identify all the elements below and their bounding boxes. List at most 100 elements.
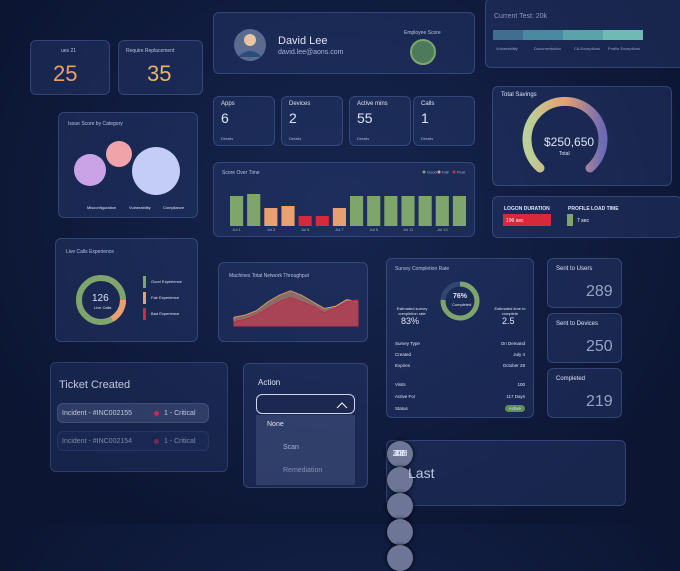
legend: Vulnerability: [129, 205, 151, 210]
label: Sent to Users: [556, 266, 593, 272]
value: 6: [221, 110, 229, 126]
sent-card: Sent to Users 289: [547, 258, 622, 308]
row-label: Expires: [395, 363, 411, 368]
card: Ticket Created Incident - #INC002155 1 -…: [50, 362, 228, 472]
row-label: Active For: [395, 394, 416, 399]
legend: Vulnerability: [496, 46, 518, 51]
label: Calls: [421, 101, 435, 107]
range-button[interactable]: 1Y: [387, 449, 413, 571]
legend: CA Exceptions: [574, 46, 601, 51]
option[interactable]: Remediation: [283, 467, 323, 474]
title: Survey Completion Rate: [395, 266, 450, 272]
link[interactable]: Details: [289, 136, 302, 141]
label: Total: [559, 151, 570, 157]
option[interactable]: None: [267, 421, 284, 428]
title: Action: [258, 378, 281, 387]
option[interactable]: Scan: [283, 444, 299, 451]
stat-card: Active mins 55 Details: [349, 96, 411, 146]
card: Live Calls Experience 126 Live Calls Goo…: [55, 238, 198, 342]
severity: 1 - Critical: [164, 438, 196, 445]
link[interactable]: Details: [357, 136, 370, 141]
label: Live Calls: [94, 305, 112, 310]
row-label: Created: [395, 352, 412, 357]
chevron: [336, 402, 348, 409]
row-value: October 29: [502, 363, 525, 368]
profile-card: David Lee david.lee@aons.com Employee Sc…: [213, 12, 475, 74]
sent-card: Sent to Devices 250: [547, 313, 622, 363]
range-button[interactable]: 4H: [387, 441, 413, 467]
title: Issue Score by Category: [68, 121, 123, 127]
legend: Bad Experience: [151, 311, 180, 316]
label: ues 21: [61, 48, 77, 54]
row-value: 100: [517, 382, 525, 387]
label: Employee Score: [404, 30, 441, 36]
label: Require Replacement: [126, 48, 175, 54]
link[interactable]: Details: [221, 136, 234, 141]
card: Last 4H 24H 7D 30D 1Y: [386, 440, 626, 571]
value: 35: [147, 61, 172, 86]
title: Total Savings: [501, 92, 537, 98]
value: 1: [421, 110, 429, 126]
ticket-row[interactable]: Incident - #INC002155 1 - Critical: [57, 403, 209, 423]
severity: 1 - Critical: [164, 410, 196, 417]
label: Estimated survey completion rate: [396, 306, 428, 316]
value: $250,650: [544, 135, 595, 149]
legend: Misconfiguration: [87, 205, 117, 210]
id: Incident - #INC002154: [62, 438, 133, 445]
row-label: Survey Type: [395, 341, 420, 346]
label: 4H: [394, 449, 406, 458]
id: Incident - #INC002155: [62, 410, 133, 417]
value: 25: [53, 61, 78, 86]
value: 83%: [401, 316, 420, 326]
range-button[interactable]: 30D: [387, 449, 413, 545]
label: Completed: [556, 376, 586, 382]
title: Machines Total Network Throughput: [229, 273, 309, 279]
range-button[interactable]: 7D: [387, 449, 413, 519]
stat-card: Devices 2 Details: [281, 96, 343, 146]
title: PROFILE LOAD TIME: [568, 206, 619, 212]
label: 1Y: [395, 449, 405, 458]
value: 55: [357, 110, 373, 126]
row-value: On Demand: [500, 341, 525, 346]
card: Current Test: 20k Vulnerability Document…: [485, 0, 680, 68]
card: Require Replacement 35: [118, 40, 203, 95]
title: Current Test: 20k: [494, 13, 548, 20]
title: Score Over Time: [222, 170, 260, 176]
value: 219: [586, 393, 613, 410]
select[interactable]: [256, 394, 355, 414]
row-value: 117 Days: [506, 394, 525, 399]
label: Apps: [221, 101, 235, 107]
row-value: July 4: [513, 352, 525, 357]
legend: Documentation: [534, 46, 561, 51]
label: Estimated time to complete: [494, 306, 526, 316]
ticket-row[interactable]: Incident - #INC002154 1 - Critical: [57, 431, 209, 451]
card: ues 21 25: [30, 40, 110, 95]
label: 30D: [392, 449, 408, 458]
stat-card: Calls 1 Details: [413, 96, 475, 146]
range-button[interactable]: 24H: [387, 449, 413, 493]
legend: Profile Exceptions: [608, 46, 641, 51]
title: Live Calls Experience: [66, 249, 115, 255]
title: Ticket Created: [59, 379, 131, 391]
value: 250: [586, 338, 613, 355]
value: 76%: [453, 293, 468, 300]
label: Sent to Devices: [556, 321, 599, 327]
legend: Compliance: [163, 205, 185, 210]
label: Devices: [289, 101, 311, 107]
sent-card: Completed 219: [547, 368, 622, 418]
link[interactable]: Details: [421, 136, 434, 141]
card: Machines Total Network Throughput: [218, 262, 368, 342]
row-value: Active: [504, 405, 525, 412]
card: Score Over Time: [213, 162, 475, 237]
legend: Fair Experience: [151, 295, 180, 300]
card: LOGON DURATION PROFILE LOAD TIME: [492, 196, 680, 238]
stat-card: Apps 6 Details: [213, 96, 275, 146]
dot: [154, 411, 159, 416]
row-label: Status: [395, 406, 408, 411]
score: 7.1: [416, 48, 430, 59]
value: 126: [92, 293, 109, 304]
label: 7D: [394, 449, 406, 458]
title: LOGON DURATION: [504, 206, 550, 212]
label: Completed: [452, 302, 472, 307]
